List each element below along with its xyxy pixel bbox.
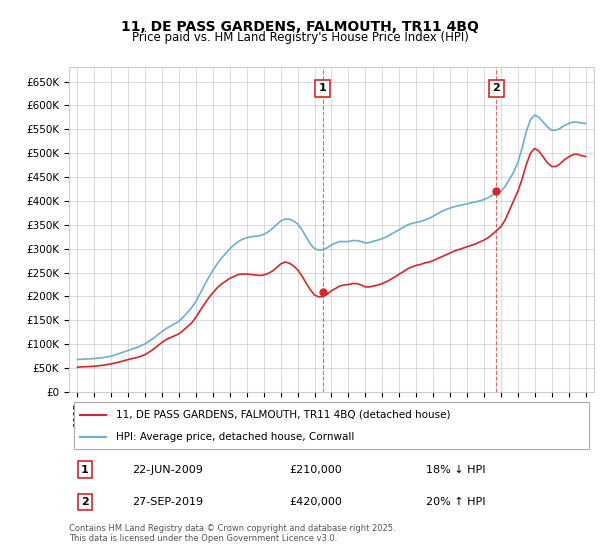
Text: 1: 1	[319, 83, 326, 94]
Text: 2: 2	[81, 497, 89, 507]
Text: Price paid vs. HM Land Registry's House Price Index (HPI): Price paid vs. HM Land Registry's House …	[131, 31, 469, 44]
Text: Contains HM Land Registry data © Crown copyright and database right 2025.
This d: Contains HM Land Registry data © Crown c…	[69, 524, 395, 543]
Text: 1: 1	[81, 465, 89, 475]
Text: 11, DE PASS GARDENS, FALMOUTH, TR11 4BQ: 11, DE PASS GARDENS, FALMOUTH, TR11 4BQ	[121, 20, 479, 34]
Text: £210,000: £210,000	[290, 465, 342, 475]
Text: £420,000: £420,000	[290, 497, 343, 507]
Text: 20% ↑ HPI: 20% ↑ HPI	[426, 497, 485, 507]
Text: 2: 2	[493, 83, 500, 94]
Text: HPI: Average price, detached house, Cornwall: HPI: Average price, detached house, Corn…	[116, 432, 355, 442]
Text: 22-JUN-2009: 22-JUN-2009	[132, 465, 203, 475]
Text: 18% ↓ HPI: 18% ↓ HPI	[426, 465, 485, 475]
FancyBboxPatch shape	[74, 403, 589, 449]
Text: 27-SEP-2019: 27-SEP-2019	[132, 497, 203, 507]
Text: 11, DE PASS GARDENS, FALMOUTH, TR11 4BQ (detached house): 11, DE PASS GARDENS, FALMOUTH, TR11 4BQ …	[116, 409, 451, 419]
